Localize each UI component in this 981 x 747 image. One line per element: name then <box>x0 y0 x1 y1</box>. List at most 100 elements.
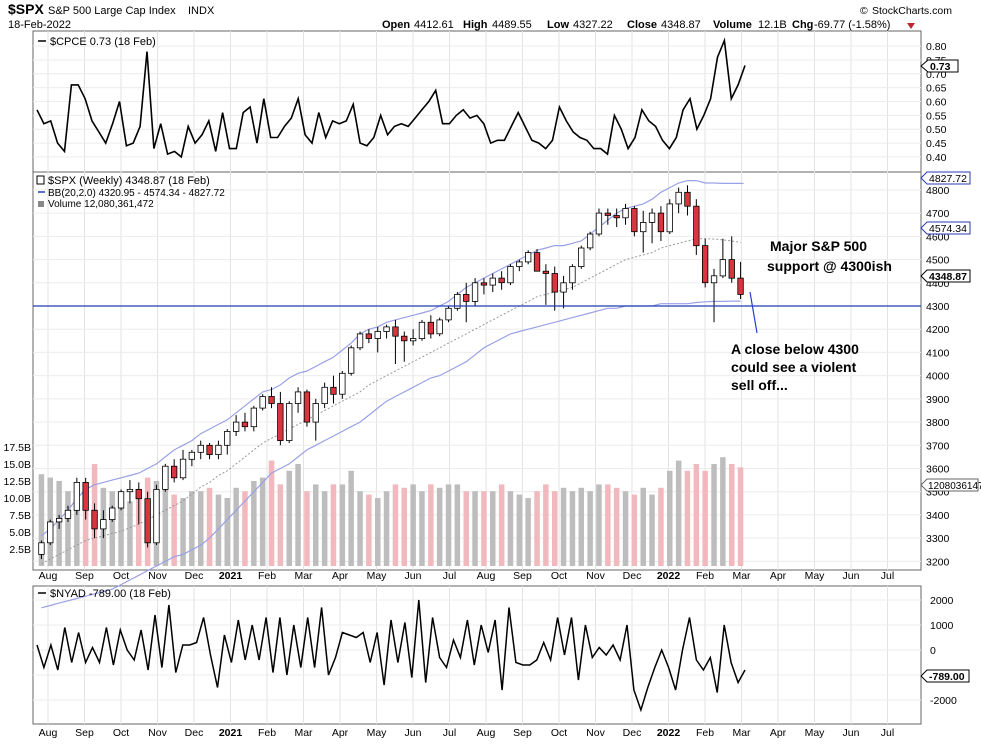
volume-bar <box>410 484 416 566</box>
candle-body <box>648 212 656 223</box>
open-value: 4412.61 <box>414 19 454 31</box>
candlestick <box>321 382 328 409</box>
x-axis-tick-label: Oct <box>551 570 567 582</box>
volume-bar <box>109 491 115 566</box>
volume-bar <box>543 484 549 566</box>
bb-upper-value: 4827.72 <box>929 173 967 185</box>
volume-bar <box>180 498 186 566</box>
candlestick <box>215 440 222 460</box>
candlestick <box>693 199 700 255</box>
volume-bar <box>383 491 390 566</box>
volume-bar <box>224 498 230 566</box>
candlestick <box>587 231 594 251</box>
candle-body <box>38 542 45 555</box>
price-y-tick-label: 4000 <box>926 371 950 383</box>
high-value: 4489.55 <box>492 19 532 31</box>
x-axis-tick-label: Jun <box>405 727 422 739</box>
volume-bar <box>259 477 266 566</box>
volume-bar <box>82 491 89 566</box>
candlestick <box>640 210 647 253</box>
candlestick <box>294 387 302 413</box>
annotation-line-1: Major S&P 500 <box>770 238 867 254</box>
volume-bar <box>472 491 478 566</box>
volume-bar <box>65 491 71 566</box>
value-tag-shape <box>920 221 971 235</box>
candlestick <box>56 514 63 529</box>
candle-body <box>516 261 523 267</box>
candlestick <box>728 236 735 283</box>
candlestick <box>277 391 284 446</box>
nyad-value-tag: -789.00 <box>920 669 970 683</box>
volume-bar <box>525 498 531 566</box>
candlestick <box>206 442 213 460</box>
candlestick <box>427 315 435 339</box>
volume-value: 12.1B <box>758 19 787 31</box>
candle-body <box>321 386 328 404</box>
candlestick <box>339 371 346 399</box>
candlestick <box>153 484 160 546</box>
candle-body <box>197 444 204 453</box>
nyad-y-tick-label: 0 <box>930 645 936 657</box>
volume-bar <box>720 457 726 566</box>
x-axis-tick-label: Jul <box>881 727 894 739</box>
candle-body <box>604 212 611 216</box>
volume-last-value: 12080361472 <box>928 481 981 492</box>
nyad-legend: $NYAD -789.00 (18 Feb) <box>38 588 171 600</box>
candle-body <box>294 391 302 404</box>
candlestick <box>436 317 443 337</box>
cpce-value-tag: 0.73 <box>920 59 959 73</box>
x-axis-tick-label: Nov <box>148 727 167 739</box>
cpce-y-tick-label: 0.50 <box>926 124 947 136</box>
candlestick <box>471 278 479 306</box>
volume-bar <box>587 491 593 566</box>
volume-bar <box>277 484 284 566</box>
volume-y-tick-label: 17.5B <box>4 442 31 454</box>
volume-bar <box>286 470 292 566</box>
volume-bar <box>375 498 381 566</box>
candlestick <box>73 477 80 515</box>
candle-body <box>144 498 151 544</box>
nyad-y-tick-label: 2000 <box>930 595 954 607</box>
nyad-last-value: -789.00 <box>929 671 965 683</box>
low-label: Low <box>547 19 569 31</box>
x-axis-tick-label: Mar <box>294 727 313 739</box>
nyad-panel-frame <box>32 585 922 725</box>
candlestick <box>330 375 337 404</box>
candlestick <box>675 187 682 214</box>
bb-middle-value: 4574.34 <box>929 223 967 235</box>
x-axis-tick-label: Oct <box>113 727 129 739</box>
candle-body <box>666 203 673 233</box>
candlestick <box>542 264 549 305</box>
annotation-line-5: sell off... <box>731 377 788 393</box>
candlestick <box>613 208 620 228</box>
candle-body <box>153 488 160 544</box>
volume-bar <box>605 484 611 566</box>
candle-body <box>82 481 89 511</box>
price-y-tick-label: 4700 <box>926 208 950 220</box>
volume-bar <box>233 487 239 566</box>
cpce-y-tick-label: 0.60 <box>926 97 947 109</box>
volume-bar <box>711 464 717 566</box>
candle-body <box>117 491 125 509</box>
candlestick <box>409 329 417 346</box>
candle-body <box>702 245 709 284</box>
candlestick <box>525 250 532 265</box>
candle-body <box>445 307 452 321</box>
candlestick <box>666 199 673 235</box>
candlestick <box>569 264 576 290</box>
candlestick <box>197 440 204 460</box>
candle-body <box>684 191 691 207</box>
x-axis-tick-label: Aug <box>477 570 496 582</box>
volume-bar <box>569 491 576 566</box>
candle-body <box>613 215 620 219</box>
volume-bar <box>454 484 461 566</box>
candlestick <box>648 208 656 244</box>
candlestick <box>533 249 541 272</box>
candle-body <box>569 266 576 284</box>
price-y-tick-label: 3800 <box>926 417 950 429</box>
candlestick <box>109 505 116 522</box>
volume-bar <box>251 481 257 566</box>
candle-body <box>525 252 532 263</box>
candle-body <box>277 403 284 441</box>
volume-y-tick-label: 2.5B <box>9 544 31 556</box>
